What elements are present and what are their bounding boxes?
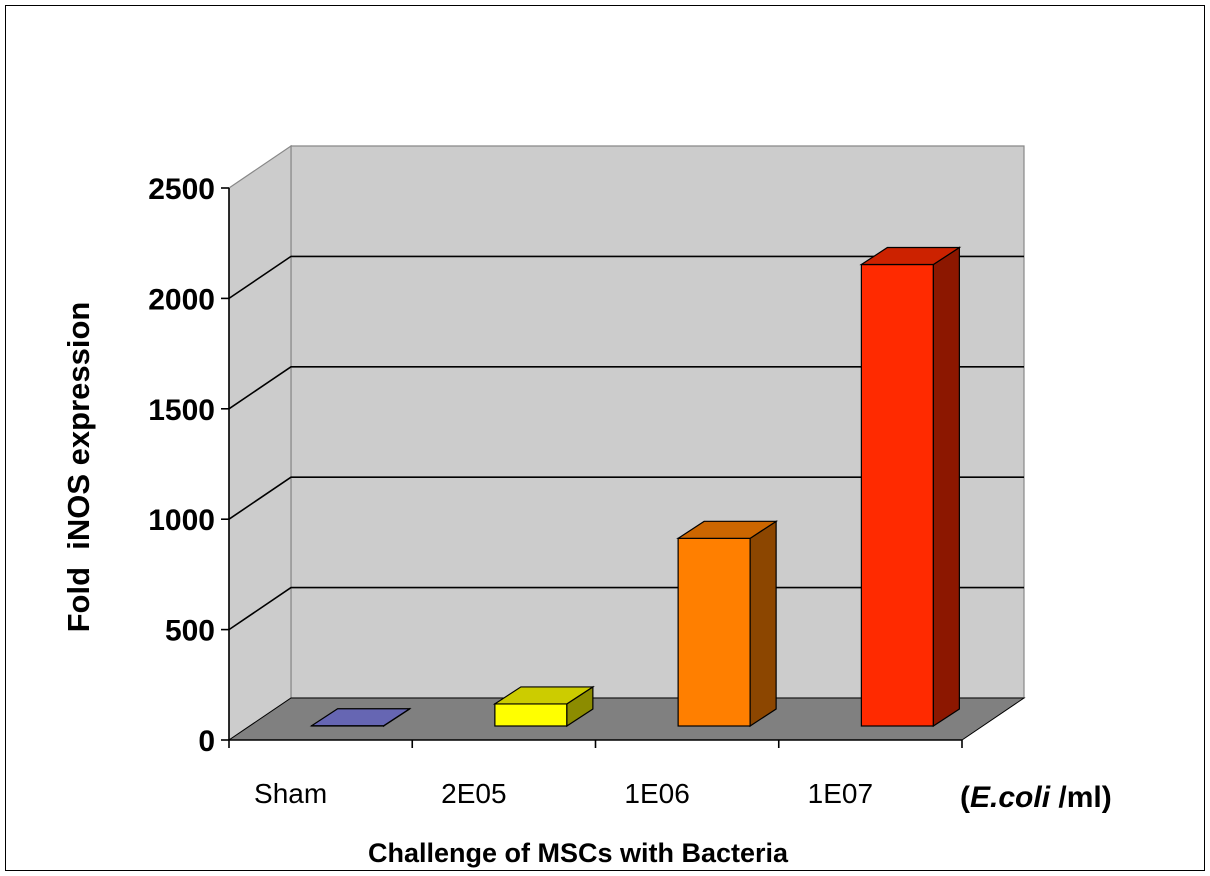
y-axis-title: Fold iNOS expression xyxy=(61,302,96,633)
side-wall xyxy=(228,144,292,742)
bar-1e07 xyxy=(859,246,962,728)
bar-side xyxy=(749,520,777,728)
axes xyxy=(221,187,963,748)
bar-1e06 xyxy=(676,520,779,728)
x-axis-title: Challenge of MSCs with Bacteria xyxy=(368,838,789,868)
gridline xyxy=(228,586,1024,631)
bar-front xyxy=(860,263,934,727)
x-tick-label: Sham xyxy=(254,778,327,809)
x-tick-label: 2E05 xyxy=(441,778,506,809)
gridline xyxy=(228,255,1024,300)
bar-top xyxy=(492,686,595,705)
bar-2e05 xyxy=(492,685,595,728)
y-tick-label: 1500 xyxy=(148,394,215,427)
gridline xyxy=(228,365,1024,410)
x-tick-label: 1E07 xyxy=(808,778,873,809)
bar-top xyxy=(859,246,962,266)
gridline xyxy=(228,476,1024,520)
labels: 0 500 1000 1500 2000 2500 Sham 2E05 1E06 1E07 (E.c… xyxy=(61,173,1112,868)
bar-top xyxy=(676,520,779,539)
y-tick-label: 0 xyxy=(198,725,215,758)
bar-front xyxy=(494,703,568,727)
gridlines xyxy=(228,255,1024,631)
y-tick-label: 500 xyxy=(165,615,215,648)
bar-front xyxy=(677,537,751,727)
chart-walls xyxy=(227,144,1026,742)
x-unit-label: (E.coli /ml) xyxy=(960,781,1112,814)
bar-sham xyxy=(309,707,412,728)
bar-side xyxy=(932,246,960,728)
y-tick-label: 2000 xyxy=(148,283,215,316)
y-tick-label: 2500 xyxy=(148,173,215,206)
x-tick-label: 1E06 xyxy=(624,778,689,809)
bars xyxy=(309,246,962,728)
y-tick-label: 1000 xyxy=(148,504,215,537)
bar-top xyxy=(309,708,412,727)
